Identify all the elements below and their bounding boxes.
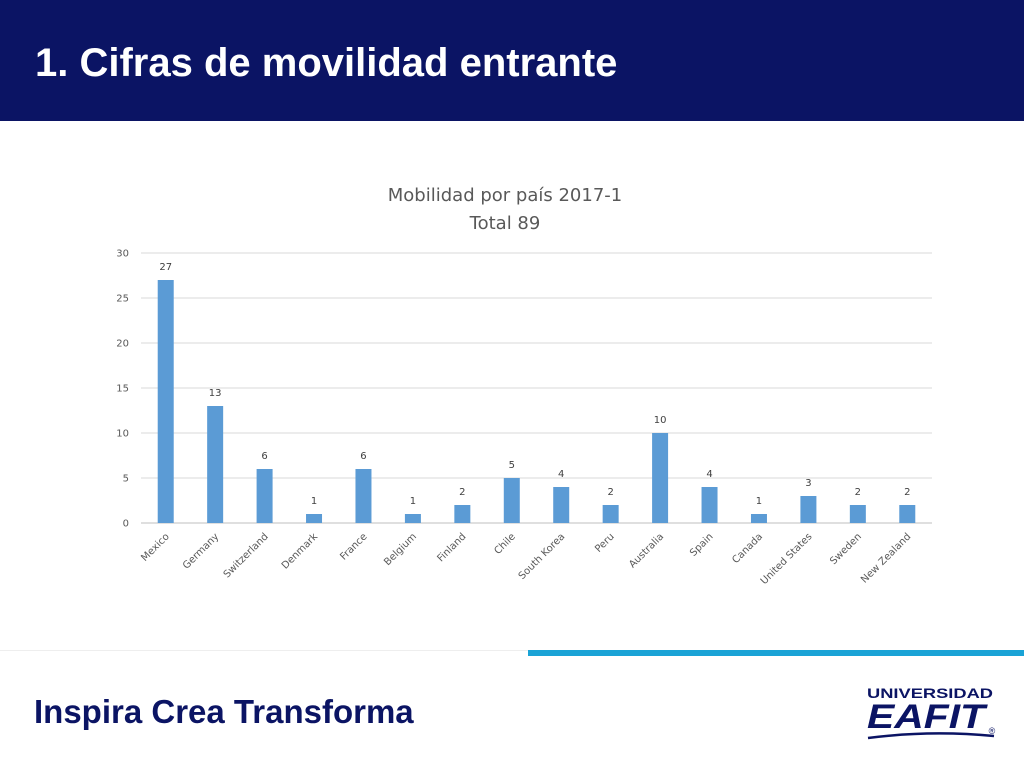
bar-south-korea xyxy=(553,487,570,523)
bar-germany xyxy=(207,406,224,523)
data-label: 2 xyxy=(904,487,910,498)
bar-finland xyxy=(454,505,471,523)
bar-chile xyxy=(503,478,520,523)
bar-chart: 05101520253027Mexico13Germany6Switzerlan… xyxy=(116,249,932,587)
x-tick-label: Mexico xyxy=(139,531,171,563)
x-tick-label: South Korea xyxy=(517,531,568,582)
svg-text:EAFIT: EAFIT xyxy=(867,698,989,736)
chart-subtitle: Total 89 xyxy=(469,213,541,234)
bar-sweden xyxy=(849,505,866,523)
y-tick-label: 15 xyxy=(116,384,129,395)
data-label: 2 xyxy=(459,487,465,498)
bar-belgium xyxy=(404,514,421,523)
data-label: 10 xyxy=(654,415,667,426)
page-title: 1. Cifras de movilidad entrante xyxy=(35,41,618,85)
eafit-logo: UNIVERSIDAD EAFIT ® xyxy=(867,685,996,740)
svg-text:UNIVERSIDAD: UNIVERSIDAD xyxy=(867,685,993,701)
bar-canada xyxy=(750,514,767,523)
bar-peru xyxy=(602,505,619,523)
bar-new-zealand xyxy=(899,505,916,523)
chart-title-line-1: Mobilidad por país 2017-1 xyxy=(387,185,623,206)
data-label: 2 xyxy=(855,487,861,498)
x-tick-label: Australia xyxy=(627,531,666,570)
x-tick-label: Switzerland xyxy=(222,531,271,580)
data-label: 27 xyxy=(159,262,172,273)
y-tick-label: 0 xyxy=(123,519,129,530)
footer-slogan: Inspira Crea Transforma xyxy=(34,693,414,730)
bar-australia xyxy=(652,433,669,523)
x-tick-label: Peru xyxy=(593,531,617,555)
data-label: 4 xyxy=(558,469,564,480)
x-tick-label: Chile xyxy=(492,531,517,556)
bar-denmark xyxy=(306,514,323,523)
data-label: 6 xyxy=(360,451,366,462)
data-label: 1 xyxy=(311,496,317,507)
data-label: 2 xyxy=(607,487,613,498)
footer-divider xyxy=(0,650,528,651)
y-tick-label: 20 xyxy=(116,339,129,350)
y-tick-label: 10 xyxy=(116,429,129,440)
y-tick-label: 25 xyxy=(116,294,129,305)
x-tick-label: Denmark xyxy=(280,531,320,571)
bar-france xyxy=(355,469,372,523)
y-tick-label: 30 xyxy=(116,249,129,260)
data-label: 4 xyxy=(706,469,712,480)
data-label: 3 xyxy=(805,478,811,489)
footer-accent-line xyxy=(528,650,1024,656)
x-tick-label: New Zealand xyxy=(859,531,913,585)
x-tick-label: Germany xyxy=(181,531,221,571)
bar-mexico xyxy=(157,280,174,523)
x-tick-label: United States xyxy=(759,531,815,587)
bar-united-states xyxy=(800,496,817,523)
x-tick-label: France xyxy=(338,531,369,562)
bar-spain xyxy=(701,487,718,523)
data-label: 5 xyxy=(509,460,515,471)
x-tick-label: Spain xyxy=(688,531,716,559)
svg-text:®: ® xyxy=(989,726,996,736)
x-tick-label: Canada xyxy=(730,531,765,566)
header-banner: 1. Cifras de movilidad entrante xyxy=(0,0,1024,121)
y-tick-label: 5 xyxy=(123,474,129,485)
chart-title: Mobilidad por país 2017-1 Total 89 xyxy=(0,182,1010,238)
x-tick-label: Sweden xyxy=(828,531,864,567)
data-label: 1 xyxy=(410,496,416,507)
data-label: 13 xyxy=(209,388,222,399)
data-label: 6 xyxy=(261,451,267,462)
x-tick-label: Finland xyxy=(435,531,468,564)
data-label: 1 xyxy=(756,496,762,507)
bar-switzerland xyxy=(256,469,273,523)
x-tick-label: Belgium xyxy=(382,531,419,568)
